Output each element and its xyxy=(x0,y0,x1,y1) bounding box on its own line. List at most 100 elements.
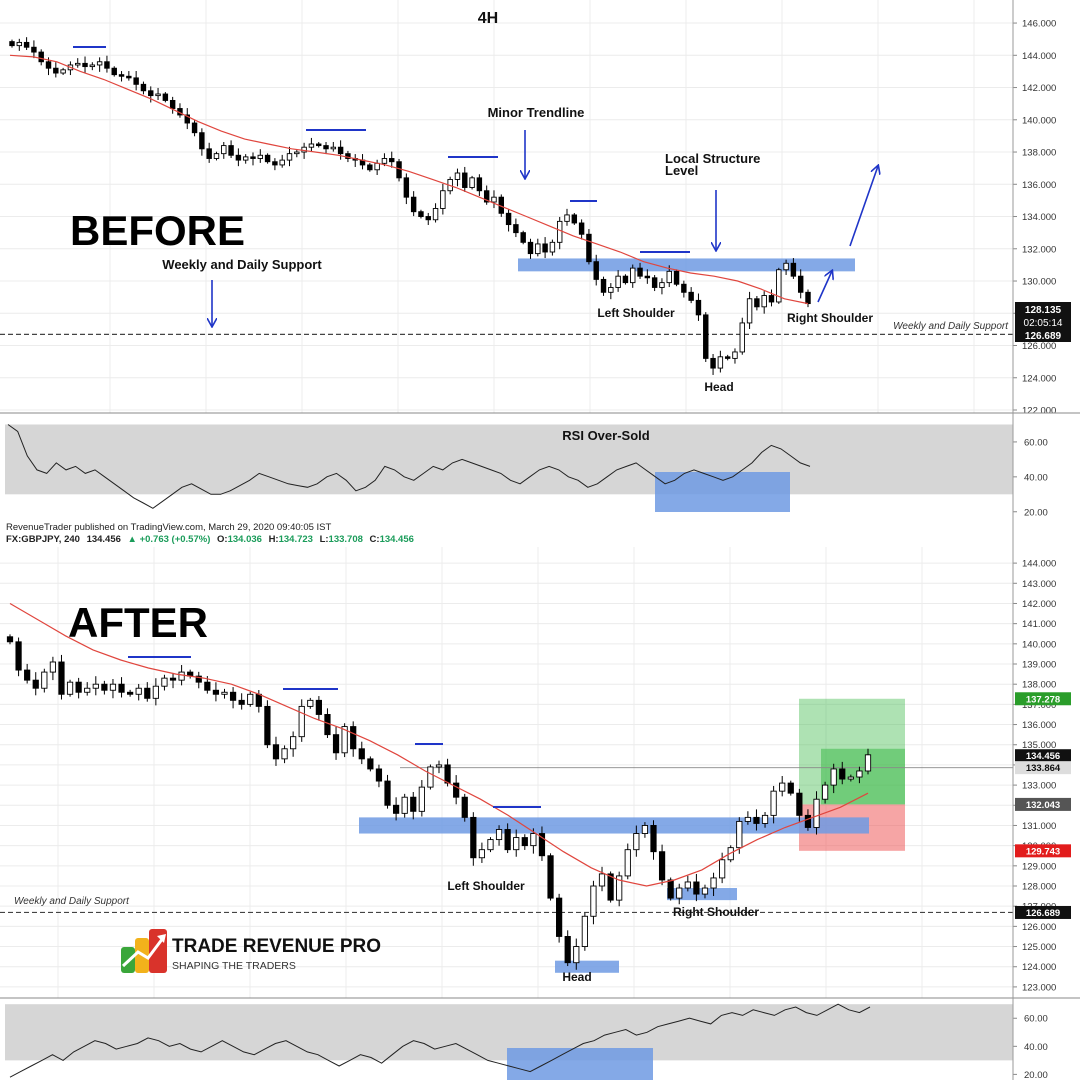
header-bg xyxy=(0,518,1080,546)
candle-body xyxy=(178,671,185,681)
price-tag-value: 134.456 xyxy=(1026,751,1060,762)
candle-body xyxy=(681,283,687,293)
rsi-axis-label: 40.00 xyxy=(1024,1042,1048,1053)
candle-body xyxy=(761,295,767,308)
minor-trendline-label: Minor Trendline xyxy=(488,105,585,120)
support-line-label: Weekly and Daily Support xyxy=(893,321,1009,332)
candle-body xyxy=(31,46,37,53)
axis-tick-label: 142.000 xyxy=(1022,83,1056,94)
low-value: 133.708 xyxy=(329,534,363,545)
axis-tick-label: 122.000 xyxy=(1022,406,1056,417)
candle-body xyxy=(703,314,709,359)
candle-body xyxy=(542,243,548,253)
price-tag xyxy=(1015,749,1071,763)
candle-body xyxy=(454,172,461,180)
candle-body xyxy=(753,816,760,824)
after-support-line-label: Weekly and Daily Support xyxy=(14,896,130,907)
candle-body xyxy=(23,41,30,48)
after-ema-line xyxy=(9,602,869,887)
candle-body xyxy=(109,683,117,691)
before-price-tags: 128.135 02:05:14 126.689 xyxy=(1015,302,1071,342)
candle-body xyxy=(281,748,288,760)
candle-body xyxy=(367,164,373,171)
candle-body xyxy=(615,275,621,288)
axis-tick-label: 128.000 xyxy=(1022,882,1056,893)
candle-body xyxy=(53,67,59,74)
candle-body xyxy=(367,758,374,770)
candle-body xyxy=(315,699,322,715)
candle-body xyxy=(754,298,760,308)
bullish-target-arrow xyxy=(849,166,878,247)
candle-body xyxy=(440,190,446,209)
axis-tick-label: 130.000 xyxy=(1022,277,1056,288)
candle-body xyxy=(427,766,434,788)
candle-body xyxy=(495,829,503,841)
candle-body xyxy=(206,148,212,159)
candle-body xyxy=(593,261,599,280)
price-tag-value: 132.043 xyxy=(1026,800,1060,811)
before-price-axis: 146.000 144.000 142.000 140.000 138.000 136.0… xyxy=(1013,19,1056,417)
symbol-line: FX:GBPJPY, 240 134.456 ▲ +0.763 (+0.57%)… xyxy=(6,534,414,545)
candle-body xyxy=(804,814,812,828)
candle-body xyxy=(521,837,528,847)
candle-body xyxy=(374,162,380,171)
candle-body xyxy=(152,685,159,699)
candle-body xyxy=(736,820,743,849)
candle-body xyxy=(75,681,82,693)
candle-body xyxy=(204,681,211,691)
candle-body xyxy=(238,699,245,705)
axis-tick-label: 138.000 xyxy=(1022,680,1056,691)
candle-body xyxy=(89,64,96,68)
candle-body xyxy=(104,61,110,69)
candle-body xyxy=(530,833,537,847)
axis-tick-label: 125.000 xyxy=(1022,942,1056,953)
trade-revenue-pro-logo: TRADE REVENUE PRO SHAPING THE TRADERS xyxy=(121,929,381,973)
candle-body xyxy=(586,233,592,263)
candle-body xyxy=(330,146,337,150)
candle-body xyxy=(616,875,623,901)
axis-tick-label: 137.000 xyxy=(1022,700,1056,711)
candle-body xyxy=(710,357,716,369)
candle-body xyxy=(856,770,863,778)
candle-body xyxy=(229,691,237,701)
candle-body xyxy=(739,322,745,353)
candle-body xyxy=(483,190,490,203)
candle-body xyxy=(487,839,494,851)
candle-body xyxy=(191,122,198,134)
axis-tick-label: 131.000 xyxy=(1022,821,1056,832)
after-candles xyxy=(6,634,872,970)
candle-body xyxy=(491,196,497,203)
rsi-line xyxy=(7,424,811,509)
after-left-shoulder-label: Left Shoulder xyxy=(447,879,525,893)
candle-body xyxy=(787,782,794,794)
rsi-highlight-box xyxy=(507,1048,653,1080)
candle-body xyxy=(770,790,777,816)
price-tag xyxy=(1015,761,1071,775)
candle-body xyxy=(350,726,357,750)
candle-body xyxy=(651,277,658,288)
price-tag xyxy=(1015,797,1071,811)
candle-body xyxy=(659,282,665,288)
candle-body xyxy=(608,287,614,293)
candle-body xyxy=(92,683,99,689)
axis-tick-label: 141.000 xyxy=(1022,619,1056,630)
axis-tick-label: 133.000 xyxy=(1022,781,1056,792)
axis-tick-label: 132.000 xyxy=(1022,244,1056,255)
candle-body xyxy=(600,278,607,293)
candle-body xyxy=(476,177,483,192)
candle-body xyxy=(401,796,408,814)
candle-body xyxy=(768,295,775,303)
axis-tick-label: 138.000 xyxy=(1022,148,1056,159)
candle-body xyxy=(264,705,271,746)
candle-body xyxy=(607,873,614,901)
before-rsi-pane: 60.00 40.00 20.00 xyxy=(5,424,1048,518)
rsi-axis-label: 20.00 xyxy=(1024,507,1048,518)
candle-body xyxy=(161,677,168,687)
candle-body xyxy=(564,214,570,222)
candle-body xyxy=(556,220,563,243)
candle-body xyxy=(49,661,57,673)
candle-body xyxy=(135,687,142,695)
candle-body xyxy=(32,679,39,689)
rsi-axis-label: 40.00 xyxy=(1024,472,1048,483)
